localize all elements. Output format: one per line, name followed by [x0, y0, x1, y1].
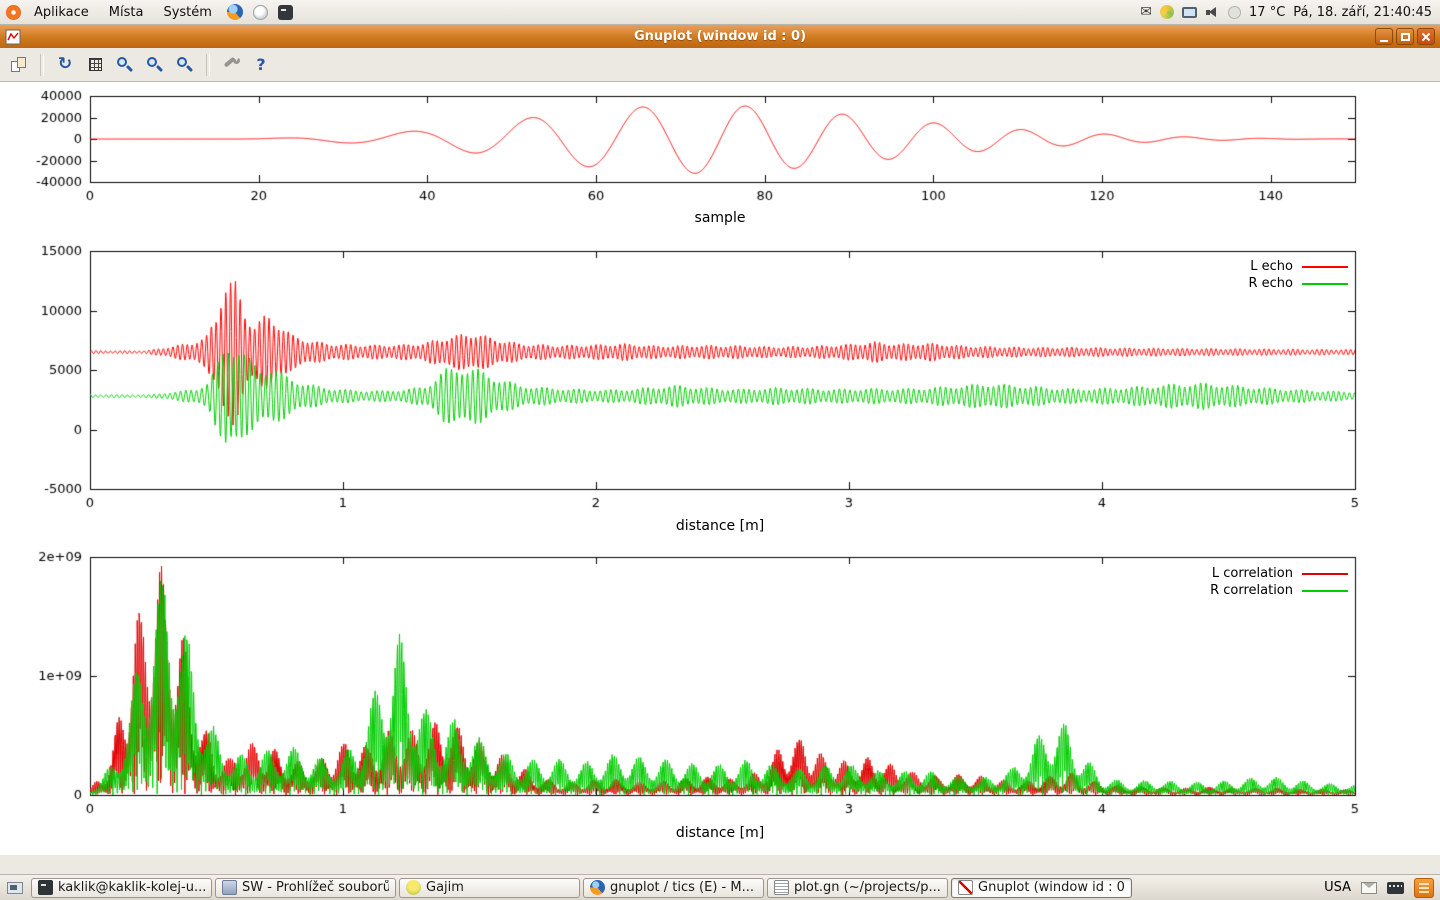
trash-icon[interactable] — [1414, 877, 1434, 898]
settings-button[interactable] — [218, 52, 244, 78]
taskbar: kaklik@kaklik-kolej-u... SW - Prohlížeč s… — [0, 874, 1440, 900]
taskbar-right: USA — [1324, 877, 1440, 898]
correlation-chart-legend: L correlation R correlation — [1210, 565, 1348, 599]
taskbar-button-6[interactable]: Gnuplot (window id : 0) — [951, 877, 1132, 898]
chart1-xaxis-label: sample — [694, 210, 746, 226]
taskbar-button-label: Gajim — [426, 880, 464, 895]
help-button[interactable]: ? — [256, 55, 266, 74]
echo-chart-legend: L echo R echo — [1248, 258, 1348, 292]
clock-label[interactable]: Pá, 18. září, 21:40:45 — [1293, 4, 1432, 20]
replot-button[interactable] — [52, 52, 78, 78]
display-icon[interactable] — [1182, 6, 1198, 18]
firefox-icon — [590, 880, 605, 895]
echo-chart[interactable] — [0, 240, 1440, 512]
show-desktop-button[interactable] — [3, 877, 27, 899]
taskbar-button-1[interactable]: kaklik@kaklik-kolej-u... — [31, 877, 212, 898]
temperature-label: 17 °C — [1249, 4, 1286, 20]
plot-area: sample L echo R echo distance [m] L corre… — [0, 82, 1440, 855]
keyboard-icon[interactable] — [1387, 881, 1404, 894]
close-icon — [1421, 32, 1431, 42]
legend-entry: R correlation — [1210, 582, 1348, 599]
autoscale-button[interactable] — [172, 52, 198, 78]
toolbar-separator — [40, 53, 44, 76]
distributor-logo-icon[interactable] — [6, 4, 21, 20]
window-buttons — [1375, 28, 1435, 45]
taskbar-button-label: kaklik@kaklik-kolej-u... — [58, 880, 205, 895]
legend-line-sample — [1302, 589, 1348, 592]
keyboard-layout-indicator[interactable]: USA — [1324, 880, 1351, 895]
grid-button[interactable] — [82, 52, 108, 78]
taskbar-button-label: gnuplot / tics (E) - M... — [610, 880, 754, 895]
zoom-next-button[interactable] — [142, 52, 168, 78]
zoom-previous-icon — [116, 56, 134, 74]
menu-places[interactable]: Místa — [108, 4, 144, 20]
legend-label: R echo — [1248, 276, 1293, 291]
close-button[interactable] — [1417, 28, 1435, 45]
legend-label: L echo — [1250, 259, 1293, 274]
taskbar-button-label: SW - Prohlížeč souborů — [242, 880, 389, 895]
legend-entry: L correlation — [1210, 565, 1348, 582]
maximize-button[interactable] — [1396, 28, 1414, 45]
taskbar-button-3[interactable]: Gajim — [399, 877, 580, 898]
taskbar-button-5[interactable]: plot.gn (~/projects/p... — [767, 877, 948, 898]
mail-notification-icon[interactable] — [1140, 5, 1152, 19]
window-title: Gnuplot (window id : 0) — [633, 29, 807, 44]
help-launcher-icon[interactable] — [252, 4, 268, 20]
chart3-xaxis-label: distance [m] — [675, 825, 765, 841]
zoom-next-icon — [146, 56, 164, 74]
gnuplot-toolbar: ? — [0, 48, 1440, 82]
window-titlebar[interactable]: Gnuplot (window id : 0) — [0, 25, 1440, 48]
update-notifier-icon[interactable] — [1160, 5, 1175, 19]
legend-line-sample — [1302, 572, 1348, 575]
maximize-icon — [1400, 32, 1410, 41]
taskbar-button-4[interactable]: gnuplot / tics (E) - M... — [583, 877, 764, 898]
show-desktop-icon — [7, 881, 23, 894]
zoom-previous-button[interactable] — [112, 52, 138, 78]
gnome-panel: Aplikace Místa Systém 17 °C Pá, 18. září… — [0, 0, 1440, 25]
toolbar-separator — [206, 53, 210, 76]
chart2-xaxis-label: distance [m] — [675, 518, 765, 534]
weather-icon[interactable] — [1228, 5, 1242, 19]
taskbar-button-2[interactable]: SW - Prohlížeč souborů — [215, 877, 396, 898]
sample-waveform-chart[interactable] — [0, 84, 1440, 209]
grid-icon — [88, 58, 102, 71]
terminal-icon — [38, 880, 53, 895]
panel-left: Aplikace Místa Systém — [0, 2, 297, 23]
correlation-chart[interactable] — [0, 546, 1440, 818]
menu-applications[interactable]: Aplikace — [34, 4, 89, 20]
legend-label: R correlation — [1210, 583, 1293, 598]
minimize-button[interactable] — [1375, 28, 1393, 45]
copy-button[interactable] — [6, 52, 32, 78]
gnuplot-window-icon — [5, 29, 21, 45]
legend-line-sample — [1302, 265, 1348, 268]
taskbar-button-label: Gnuplot (window id : 0) — [978, 880, 1125, 895]
copy-icon — [11, 56, 27, 73]
autoscale-icon — [176, 56, 194, 74]
panel-right: 17 °C Pá, 18. září, 21:40:45 — [1140, 5, 1440, 20]
minimize-icon — [1380, 39, 1388, 42]
gnuplot-icon — [958, 880, 973, 895]
taskbar-button-label: plot.gn (~/projects/p... — [794, 880, 941, 895]
menu-system[interactable]: Systém — [163, 4, 212, 20]
wrench-icon — [223, 56, 240, 73]
window-list: kaklik@kaklik-kolej-u... SW - Prohlížeč s… — [31, 877, 1132, 898]
file-manager-icon — [222, 880, 237, 895]
text-editor-icon — [774, 880, 789, 895]
legend-label: L correlation — [1211, 566, 1293, 581]
gajim-icon — [406, 880, 421, 895]
terminal-launcher-icon[interactable] — [277, 4, 293, 20]
legend-line-sample — [1302, 282, 1348, 285]
mail-tray-icon[interactable] — [1361, 881, 1377, 894]
refresh-icon — [58, 56, 72, 73]
volume-icon[interactable] — [1205, 5, 1220, 19]
firefox-launcher-icon[interactable] — [226, 4, 243, 20]
legend-entry: L echo — [1248, 258, 1348, 275]
legend-entry: R echo — [1248, 275, 1348, 292]
